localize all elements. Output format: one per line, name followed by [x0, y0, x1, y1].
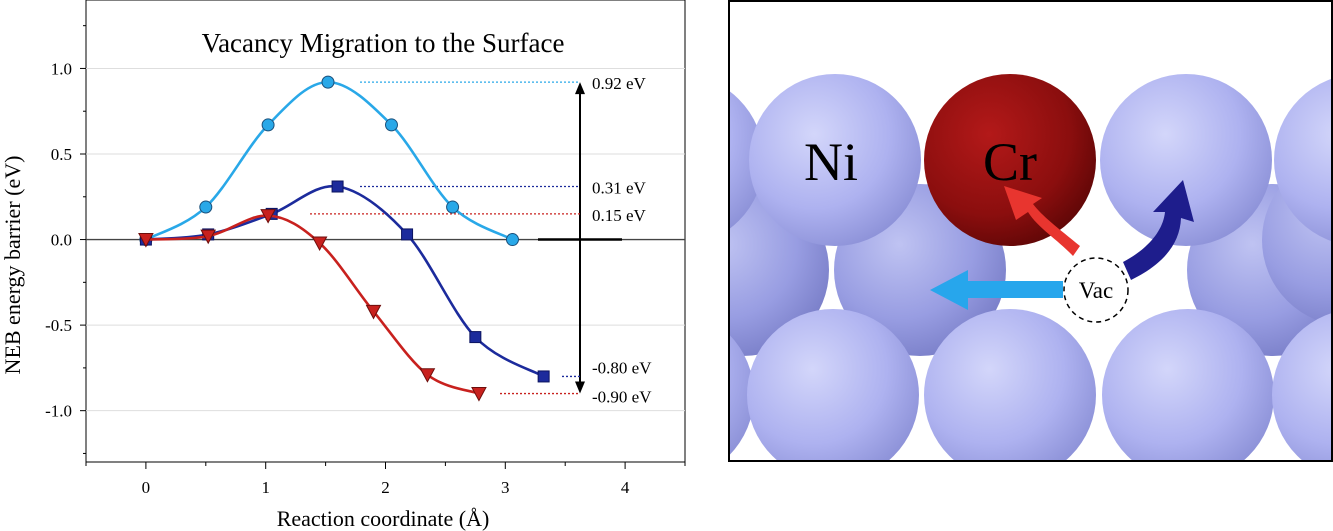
ni-atom — [1272, 313, 1332, 461]
series-layer — [138, 75, 550, 402]
data-point — [471, 387, 487, 402]
data-point — [261, 118, 275, 132]
x-axis-label: Reaction coordinate (Å) — [277, 506, 490, 531]
barrier-arrow-head-up — [575, 82, 585, 95]
ni-atom — [1102, 309, 1274, 461]
ni-label: Ni — [804, 132, 858, 192]
migration-arrows — [930, 180, 1194, 310]
annotation-label: 0.92 eV — [592, 74, 647, 93]
annotation-label: -0.90 eV — [592, 388, 652, 407]
annotation-guides: 0.92 eV 0.31 eV 0.15 eV -0.80 eV -0.90 eV — [310, 74, 652, 407]
y-tick-label: -1.0 — [45, 402, 72, 421]
plot-area — [85, 0, 686, 463]
data-point — [365, 304, 382, 320]
y-tick-label: 0.0 — [51, 231, 72, 250]
data-point — [138, 233, 154, 248]
chart-title: Vacancy Migration to the Surface — [202, 28, 565, 58]
arrow-left — [930, 270, 1063, 310]
atomic-structure-panel: Vac Ni Cr — [728, 0, 1333, 462]
x-tick-label: 0 — [142, 478, 151, 497]
data-point — [446, 200, 460, 214]
ni-atom — [1100, 74, 1272, 246]
y-tick-label: 0.5 — [51, 145, 72, 164]
panel-border — [728, 0, 1333, 462]
barrier-bar — [538, 82, 622, 394]
barrier-arrow-head-down — [575, 381, 585, 394]
cr-label: Cr — [983, 132, 1037, 192]
series-triangle-down — [138, 209, 487, 402]
axis-ticks: 1.0 0.5 0.0 -0.5 -1.0 0 1 2 3 4 — [45, 25, 686, 497]
data-point — [331, 180, 344, 193]
ni-atom — [747, 309, 919, 461]
vacancy-site — [1063, 257, 1129, 323]
x-tick-label: 4 — [621, 478, 630, 497]
data-point — [537, 370, 550, 383]
data-point — [199, 200, 213, 214]
neb-energy-chart: 0.92 eV 0.31 eV 0.15 eV -0.80 eV -0.90 eV 1.… — [0, 0, 686, 531]
ni-atom — [729, 90, 764, 230]
annotation-label: 0.15 eV — [592, 206, 647, 225]
annotation-label: 0.31 eV — [592, 179, 647, 198]
data-point — [419, 368, 436, 383]
x-tick-label: 1 — [261, 478, 270, 497]
arrow-to-cr — [1004, 186, 1080, 256]
vacancy-label: Vac — [1079, 278, 1113, 303]
x-tick-label: 3 — [501, 478, 510, 497]
data-point — [384, 118, 398, 132]
cr-atom — [924, 74, 1096, 246]
y-axis-label: NEB energy barrier (eV) — [0, 156, 25, 375]
x-tick-label: 2 — [381, 478, 390, 497]
y-tick-label: 1.0 — [51, 59, 72, 78]
top-row-atoms — [729, 74, 1332, 246]
data-point — [505, 233, 519, 247]
ni-atom — [729, 334, 754, 456]
bottom-row-atoms — [729, 309, 1332, 461]
data-point — [401, 228, 414, 241]
data-point — [321, 75, 335, 89]
data-point — [260, 209, 276, 224]
y-tick-label: -0.5 — [45, 316, 72, 335]
data-point — [200, 229, 217, 245]
data-point — [311, 236, 328, 252]
ni-atom-labeled — [749, 74, 921, 246]
ni-atom — [1274, 78, 1332, 242]
arrow-to-ni — [1123, 180, 1194, 280]
annotation-label: -0.80 eV — [592, 358, 652, 377]
ni-atom — [924, 309, 1096, 461]
data-point — [469, 331, 482, 344]
